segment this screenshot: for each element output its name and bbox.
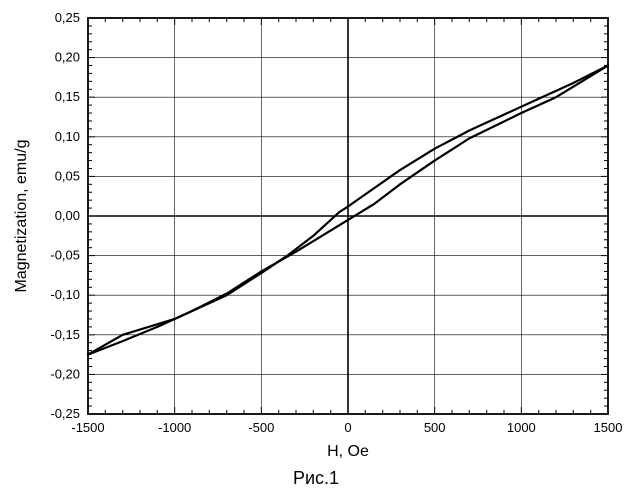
svg-text:0,00: 0,00	[55, 208, 80, 223]
figure-caption: Рис.1	[0, 468, 632, 489]
svg-text:-0,05: -0,05	[50, 248, 80, 263]
svg-text:0,10: 0,10	[55, 129, 80, 144]
svg-text:-0,20: -0,20	[50, 366, 80, 381]
svg-text:-0,25: -0,25	[50, 406, 80, 421]
svg-text:0,20: 0,20	[55, 50, 80, 65]
figure-container: -1500 -1000 -500 0 500 1000 1500 -0,25 -0,20 -0,1…	[0, 0, 632, 500]
svg-text:0,25: 0,25	[55, 10, 80, 25]
svg-text:Magnetization, emu/g: Magnetization, emu/g	[13, 140, 30, 293]
svg-text:0,15: 0,15	[55, 89, 80, 104]
svg-text:0: 0	[344, 420, 351, 435]
svg-text:1000: 1000	[507, 420, 536, 435]
svg-text:-500: -500	[248, 420, 274, 435]
svg-text:H, Oe: H, Oe	[327, 443, 369, 460]
svg-text:-0,15: -0,15	[50, 327, 80, 342]
svg-text:0,05: 0,05	[55, 168, 80, 183]
svg-text:500: 500	[424, 420, 446, 435]
svg-text:-1500: -1500	[71, 420, 104, 435]
svg-text:1500: 1500	[594, 420, 623, 435]
svg-text:-1000: -1000	[158, 420, 191, 435]
svg-text:-0,10: -0,10	[50, 287, 80, 302]
hysteresis-chart: -1500 -1000 -500 0 500 1000 1500 -0,25 -0,20 -0,1…	[0, 0, 632, 500]
